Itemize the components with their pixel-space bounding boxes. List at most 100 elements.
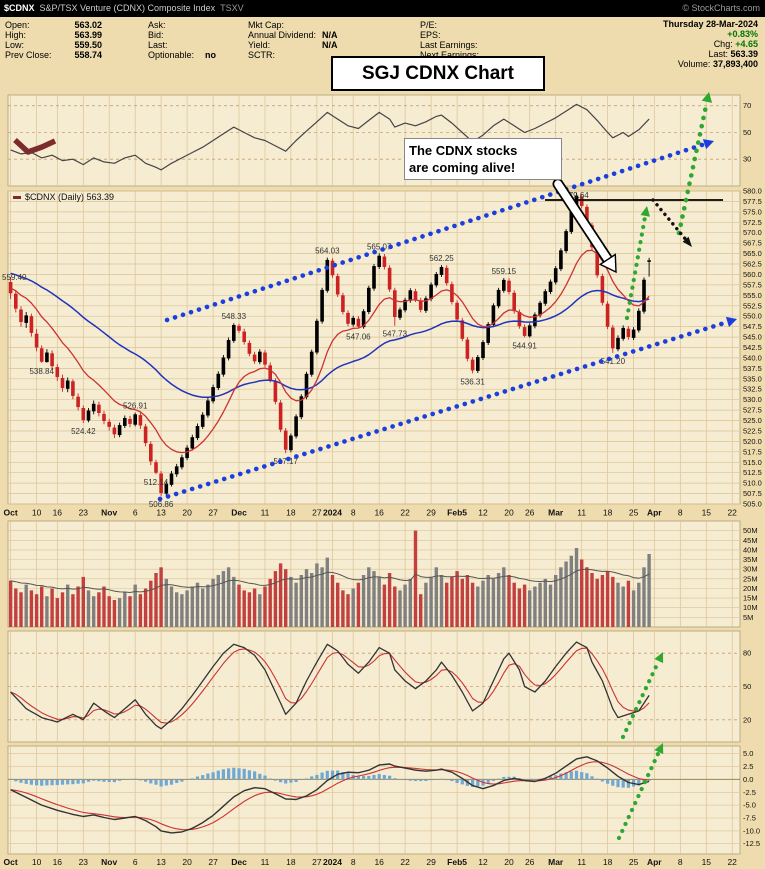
svg-text:5M: 5M <box>743 613 753 622</box>
svg-text:2024: 2024 <box>323 857 342 867</box>
svg-text:577.5: 577.5 <box>743 197 762 206</box>
svg-text:50: 50 <box>743 682 751 691</box>
quote-panel: Open: 563.02 High: 563.99 Low: 559.50 Prev … <box>0 17 765 97</box>
svg-text:506.86: 506.86 <box>149 500 174 509</box>
svg-text:11: 11 <box>577 857 586 867</box>
svg-text:510.0: 510.0 <box>743 479 762 488</box>
svg-text:520.0: 520.0 <box>743 437 762 446</box>
svg-text:16: 16 <box>374 857 384 867</box>
svg-text:18: 18 <box>286 508 296 518</box>
chg-value: +4.65 <box>735 39 758 49</box>
svg-text:537.5: 537.5 <box>743 364 762 373</box>
svg-text:2.5: 2.5 <box>743 762 753 771</box>
svg-text:545.0: 545.0 <box>743 333 762 342</box>
svg-text:575.0: 575.0 <box>743 207 762 216</box>
symbol-description: S&P/TSX Venture (CDNX) Composite Index <box>39 3 216 13</box>
svg-text:27: 27 <box>312 857 322 867</box>
stockcharts-copyright-link[interactable]: © StockCharts.com <box>682 3 760 13</box>
svg-text:16: 16 <box>53 508 63 518</box>
volume-value: 37,893,400 <box>712 59 758 69</box>
svg-text:Apr: Apr <box>647 508 662 518</box>
svg-text:18: 18 <box>286 857 296 867</box>
svg-text:80: 80 <box>743 649 751 658</box>
svg-text:562.25: 562.25 <box>429 254 454 263</box>
optionable-label: Optionable: <box>148 50 195 60</box>
last-price-value: 563.39 <box>730 49 758 59</box>
svg-text:515.0: 515.0 <box>743 458 762 467</box>
svg-text:547.73: 547.73 <box>383 330 408 339</box>
svg-text:Dec: Dec <box>231 857 247 867</box>
svg-text:10: 10 <box>32 508 42 518</box>
svg-text:542.5: 542.5 <box>743 343 762 352</box>
svg-text:18: 18 <box>603 857 613 867</box>
svg-text:26: 26 <box>525 857 535 867</box>
svg-text:517.17: 517.17 <box>273 457 298 466</box>
svg-text:18: 18 <box>603 508 613 518</box>
svg-text:0.0: 0.0 <box>743 775 753 784</box>
svg-text:525.0: 525.0 <box>743 416 762 425</box>
svg-text:23: 23 <box>79 857 89 867</box>
open-label: Open: <box>5 20 30 30</box>
svg-text:-7.5: -7.5 <box>743 814 756 823</box>
svg-text:-2.5: -2.5 <box>743 788 756 797</box>
svg-text:517.5: 517.5 <box>743 447 762 456</box>
svg-text:535.0: 535.0 <box>743 374 762 383</box>
svg-text:Oct: Oct <box>4 508 18 518</box>
svg-text:505.0: 505.0 <box>743 500 762 509</box>
svg-text:29: 29 <box>426 857 436 867</box>
svg-text:27: 27 <box>312 508 322 518</box>
callout-box: The CDNX stocks are coming alive! <box>404 138 562 180</box>
open-value: 563.02 <box>74 20 102 30</box>
svg-text:Feb5: Feb5 <box>447 857 467 867</box>
svg-text:536.31: 536.31 <box>460 377 485 386</box>
svg-text:8: 8 <box>351 857 356 867</box>
high-label: High: <box>5 30 27 40</box>
svg-text:507.5: 507.5 <box>743 489 762 498</box>
mktcap-label: Mkt Cap: <box>248 20 285 30</box>
svg-text:35M: 35M <box>743 555 758 564</box>
annual-dividend-value: N/A <box>322 30 338 40</box>
symbol: $CDNX <box>4 3 35 13</box>
svg-text:547.5: 547.5 <box>743 322 762 331</box>
exchange-label: TSXV <box>220 3 244 13</box>
svg-text:8: 8 <box>678 508 683 518</box>
svg-text:557.5: 557.5 <box>743 280 762 289</box>
price-legend: $CDNX (Daily) 563.39 <box>13 192 114 202</box>
svg-text:25: 25 <box>629 857 639 867</box>
volume-label: Volume: <box>677 59 711 69</box>
sctr-label: SCTR: <box>248 50 275 60</box>
svg-text:550.0: 550.0 <box>743 312 762 321</box>
svg-text:512.5: 512.5 <box>743 468 762 477</box>
svg-text:11: 11 <box>261 508 270 518</box>
quote-col-fundamentals: Mkt Cap: Annual Dividend: N/A Yield: N/A S… <box>248 20 338 60</box>
svg-text:13: 13 <box>156 857 166 867</box>
svg-text:15: 15 <box>702 857 712 867</box>
svg-text:15M: 15M <box>743 594 758 603</box>
svg-text:25M: 25M <box>743 574 758 583</box>
annual-dividend-label: Annual Dividend: <box>248 30 317 40</box>
series-marker-icon <box>13 196 21 200</box>
svg-text:8: 8 <box>678 857 683 867</box>
svg-text:40M: 40M <box>743 545 758 554</box>
svg-text:541.20: 541.20 <box>601 357 626 366</box>
prev-close-label: Prev Close: <box>5 50 52 60</box>
svg-text:526.91: 526.91 <box>123 402 148 411</box>
price-legend-text: $CDNX (Daily) 563.39 <box>25 192 115 202</box>
svg-text:564.03: 564.03 <box>315 247 340 256</box>
last-earnings-label: Last Earnings: <box>420 40 478 50</box>
svg-text:Nov: Nov <box>101 508 117 518</box>
svg-text:567.5: 567.5 <box>743 239 762 248</box>
low-value: 559.50 <box>74 40 102 50</box>
svg-text:565.0: 565.0 <box>743 249 762 258</box>
svg-text:16: 16 <box>374 508 384 518</box>
bid-label: Bid: <box>148 30 164 40</box>
svg-text:11: 11 <box>577 508 586 518</box>
svg-text:27: 27 <box>208 857 218 867</box>
svg-text:10: 10 <box>32 857 42 867</box>
last-label: Last: <box>148 40 168 50</box>
svg-text:6: 6 <box>133 857 138 867</box>
svg-text:555.0: 555.0 <box>743 291 762 300</box>
svg-text:16: 16 <box>53 857 63 867</box>
